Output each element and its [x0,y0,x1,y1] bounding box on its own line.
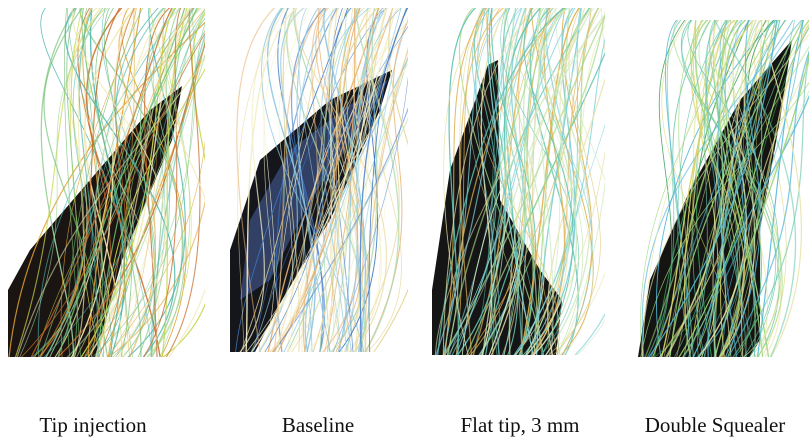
caption: Tip injection [39,413,147,437]
caption: Flat tip, 3 mm [460,413,579,437]
panel-baseline [230,0,442,362]
caption: Double Squealer [645,413,786,437]
figure: Tip injection Baseline Flat tip, 3 mm Do… [0,0,809,443]
caption: Baseline [282,413,354,437]
panel-tip-injection [8,0,241,367]
panel-double-squealer [638,10,809,367]
page: Tip injection Baseline Flat tip, 3 mm Do… [0,0,809,443]
panel-flat-tip [432,0,636,365]
